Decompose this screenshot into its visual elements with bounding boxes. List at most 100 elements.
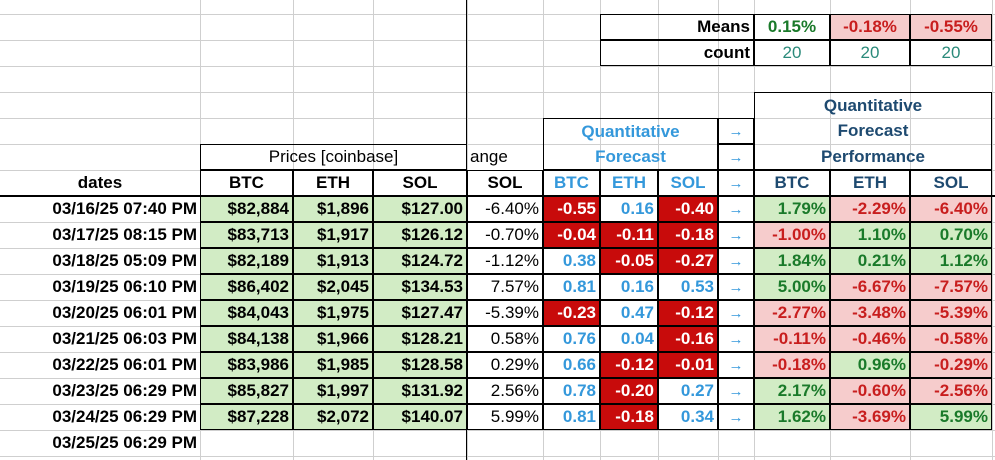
perf-btc-cell[interactable]: 1.62%	[754, 404, 830, 430]
forecast-eth-cell[interactable]: -0.11	[600, 222, 658, 248]
forecast-eth-cell[interactable]: -0.18	[600, 404, 658, 430]
date-cell[interactable]: 03/22/25 06:01 PM	[52, 355, 197, 374]
perf-eth-header[interactable]: ETH	[830, 170, 910, 196]
forecast-eth-cell[interactable]: -0.20	[600, 378, 658, 404]
sol-price-cell[interactable]: $140.07	[373, 404, 467, 430]
perf-btc-cell[interactable]: -2.77%	[754, 300, 830, 326]
forecast-btc-cell[interactable]: 0.81	[543, 404, 600, 430]
perf-sol-cell[interactable]: -0.58%	[910, 326, 992, 352]
means-btc[interactable]: 0.15%	[754, 14, 830, 40]
forecast-eth-cell[interactable]: 0.47	[600, 300, 658, 326]
date-cell[interactable]: 03/18/25 05:09 PM	[52, 251, 197, 270]
forecast-eth-cell[interactable]: 0.04	[600, 326, 658, 352]
forecast-sol-cell[interactable]: -0.01	[658, 352, 718, 378]
perf-sol-header[interactable]: SOL	[910, 170, 992, 196]
arrow-cell[interactable]: →	[718, 300, 754, 326]
forecast-btc-cell[interactable]: 0.76	[543, 326, 600, 352]
eth-price-cell[interactable]: $1,896	[293, 196, 373, 222]
forecast-sol-cell[interactable]: -0.27	[658, 248, 718, 274]
sol-change-cell[interactable]: 2.56%	[467, 378, 543, 404]
perf-eth-cell[interactable]: -0.46%	[830, 326, 910, 352]
date-cell[interactable]: 03/17/25 08:15 PM	[52, 225, 197, 244]
forecast-sol-cell[interactable]: -0.12	[658, 300, 718, 326]
date-cell[interactable]: 03/19/25 06:10 PM	[52, 277, 197, 296]
perf-eth-cell[interactable]: -3.69%	[830, 404, 910, 430]
arrow-cell[interactable]: →	[718, 196, 754, 222]
prices-group-header[interactable]: Prices [coinbase]	[200, 144, 467, 170]
arrow-header-1[interactable]: →	[718, 118, 754, 144]
eth-price-cell[interactable]: $1,985	[293, 352, 373, 378]
means-sol[interactable]: -0.55%	[910, 14, 992, 40]
forecast-btc-cell[interactable]: -0.04	[543, 222, 600, 248]
eth-price-cell[interactable]: $1,966	[293, 326, 373, 352]
arrow-cell[interactable]: →	[718, 378, 754, 404]
forecast-btc-cell[interactable]: 0.78	[543, 378, 600, 404]
date-cell[interactable]: 03/20/25 06:01 PM	[52, 303, 197, 322]
eth-price-cell[interactable]: $2,072	[293, 404, 373, 430]
performance-title-line3[interactable]: Performance	[754, 144, 992, 170]
arrow-cell[interactable]: →	[718, 222, 754, 248]
forecast-sol-cell[interactable]: 0.53	[658, 274, 718, 300]
perf-btc-cell[interactable]: 1.84%	[754, 248, 830, 274]
perf-sol-cell[interactable]: -5.39%	[910, 300, 992, 326]
btc-price-cell[interactable]: $82,189	[200, 248, 293, 274]
arrow-cell[interactable]: →	[718, 326, 754, 352]
arrow-cell[interactable]: →	[718, 274, 754, 300]
count-eth[interactable]: 20	[830, 40, 910, 66]
forecast-sol-cell[interactable]: 0.34	[658, 404, 718, 430]
btc-price-cell[interactable]: $85,827	[200, 378, 293, 404]
forecast-btc-cell[interactable]: 0.81	[543, 274, 600, 300]
perf-sol-cell[interactable]: -0.29%	[910, 352, 992, 378]
eth-price-cell[interactable]: $1,975	[293, 300, 373, 326]
perf-btc-header[interactable]: BTC	[754, 170, 830, 196]
forecast-eth-cell[interactable]: 0.16	[600, 196, 658, 222]
btc-price-cell[interactable]: $86,402	[200, 274, 293, 300]
forecast-sol-header[interactable]: SOL	[658, 170, 718, 196]
forecast-sol-cell[interactable]: 0.27	[658, 378, 718, 404]
date-cell[interactable]: 03/16/25 07:40 PM	[52, 199, 197, 218]
perf-sol-cell[interactable]: 0.70%	[910, 222, 992, 248]
forecast-btc-header[interactable]: BTC	[543, 170, 600, 196]
perf-btc-cell[interactable]: -1.00%	[754, 222, 830, 248]
forecast-title-line1[interactable]: Quantitative	[543, 118, 718, 144]
sol-change-cell[interactable]: 0.58%	[467, 326, 543, 352]
sol-change-cell[interactable]: 7.57%	[467, 274, 543, 300]
sol-price-cell[interactable]: $128.58	[373, 352, 467, 378]
forecast-eth-header[interactable]: ETH	[600, 170, 658, 196]
sol-change-cell[interactable]: -0.70%	[467, 222, 543, 248]
forecast-btc-cell[interactable]: -0.23	[543, 300, 600, 326]
perf-eth-cell[interactable]: -2.29%	[830, 196, 910, 222]
forecast-sol-cell[interactable]: -0.18	[658, 222, 718, 248]
count-sol[interactable]: 20	[910, 40, 992, 66]
performance-title-line2[interactable]: Forecast	[754, 118, 992, 144]
arrow-cell[interactable]: →	[718, 404, 754, 430]
forecast-sol-cell[interactable]: -0.40	[658, 196, 718, 222]
btc-price-cell[interactable]: $82,884	[200, 196, 293, 222]
sol-price-cell[interactable]: $126.12	[373, 222, 467, 248]
forecast-title-line2[interactable]: Forecast	[543, 144, 718, 170]
date-cell[interactable]: 03/24/25 06:29 PM	[52, 407, 197, 426]
date-cell[interactable]: 03/25/25 06:29 PM	[52, 433, 197, 452]
sol-price-cell[interactable]: $124.72	[373, 248, 467, 274]
means-eth[interactable]: -0.18%	[830, 14, 910, 40]
forecast-eth-cell[interactable]: -0.12	[600, 352, 658, 378]
perf-sol-cell[interactable]: 5.99%	[910, 404, 992, 430]
perf-btc-cell[interactable]: -0.18%	[754, 352, 830, 378]
btc-price-cell[interactable]: $84,138	[200, 326, 293, 352]
eth-price-cell[interactable]: $1,917	[293, 222, 373, 248]
means-label[interactable]: Means	[600, 14, 754, 40]
sol-price-cell[interactable]: $128.21	[373, 326, 467, 352]
perf-eth-cell[interactable]: -3.48%	[830, 300, 910, 326]
perf-eth-cell[interactable]: -0.60%	[830, 378, 910, 404]
eth-price-cell[interactable]: $1,997	[293, 378, 373, 404]
perf-eth-cell[interactable]: 0.96%	[830, 352, 910, 378]
perf-btc-cell[interactable]: 1.79%	[754, 196, 830, 222]
sol-change-cell[interactable]: -5.39%	[467, 300, 543, 326]
btc-price-cell[interactable]: $84,043	[200, 300, 293, 326]
perf-btc-cell[interactable]: 2.17%	[754, 378, 830, 404]
perf-sol-cell[interactable]: -2.56%	[910, 378, 992, 404]
perf-eth-cell[interactable]: 1.10%	[830, 222, 910, 248]
perf-sol-cell[interactable]: -6.40%	[910, 196, 992, 222]
forecast-sol-cell[interactable]: -0.16	[658, 326, 718, 352]
